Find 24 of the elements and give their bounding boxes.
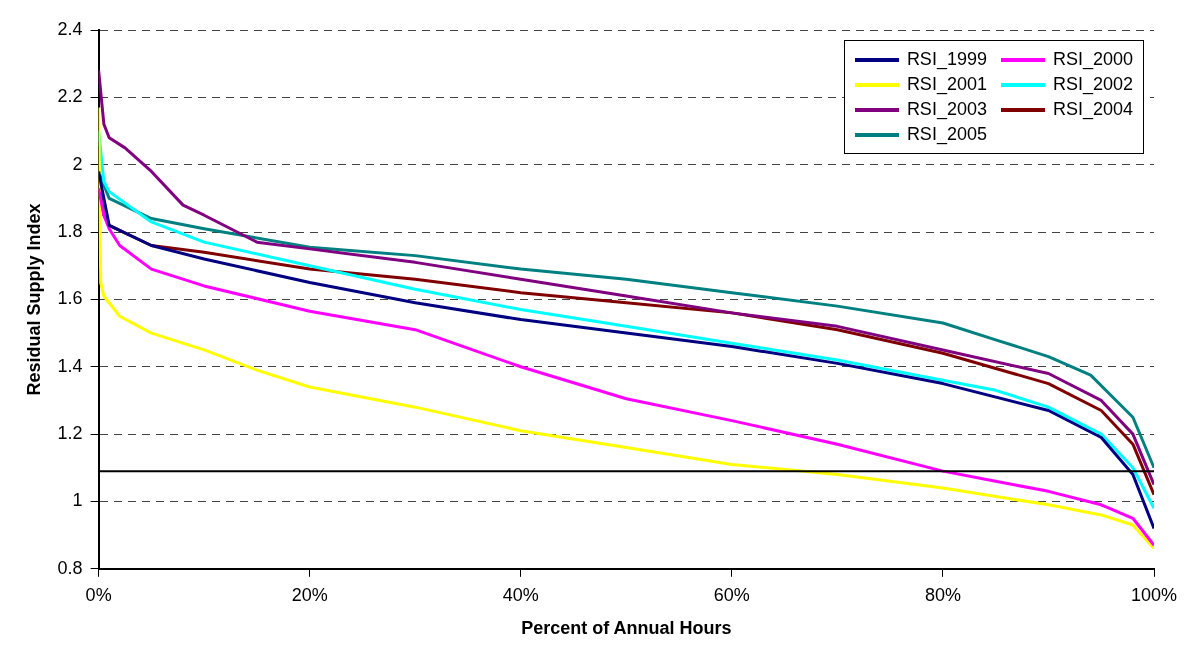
y-tick-label: 2.2 — [57, 86, 83, 107]
x-tick-label: 40% — [502, 584, 539, 605]
y-tick-label: 1 — [72, 490, 83, 511]
legend-label: RSI_2001 — [906, 74, 987, 95]
y-tick-label: 1.6 — [57, 288, 83, 309]
legend-label: RSI_1999 — [906, 49, 987, 70]
y-tick-label: 2 — [72, 153, 83, 174]
y-tick-label: 1.8 — [57, 221, 83, 242]
x-tick-label: 0% — [85, 584, 112, 605]
y-tick-label: 0.8 — [57, 557, 83, 578]
y-axis-title: Residual Supply Index — [23, 203, 44, 396]
x-tick-label: 20% — [291, 584, 328, 605]
legend-label: RSI_2005 — [906, 124, 987, 145]
y-tick-label: 1.2 — [57, 423, 83, 444]
legend-label: RSI_2003 — [906, 99, 987, 120]
y-tick-label: 2.4 — [57, 18, 83, 39]
x-tick-label: 100% — [1130, 584, 1178, 605]
x-tick-label: 80% — [924, 584, 961, 605]
x-tick-label: 60% — [713, 584, 750, 605]
x-axis-title: Percent of Annual Hours — [521, 618, 732, 639]
legend-label: RSI_2002 — [1052, 74, 1133, 95]
legend-label: RSI_2000 — [1052, 49, 1133, 70]
legend-label: RSI_2004 — [1052, 99, 1133, 120]
y-tick-label: 1.4 — [57, 355, 83, 376]
